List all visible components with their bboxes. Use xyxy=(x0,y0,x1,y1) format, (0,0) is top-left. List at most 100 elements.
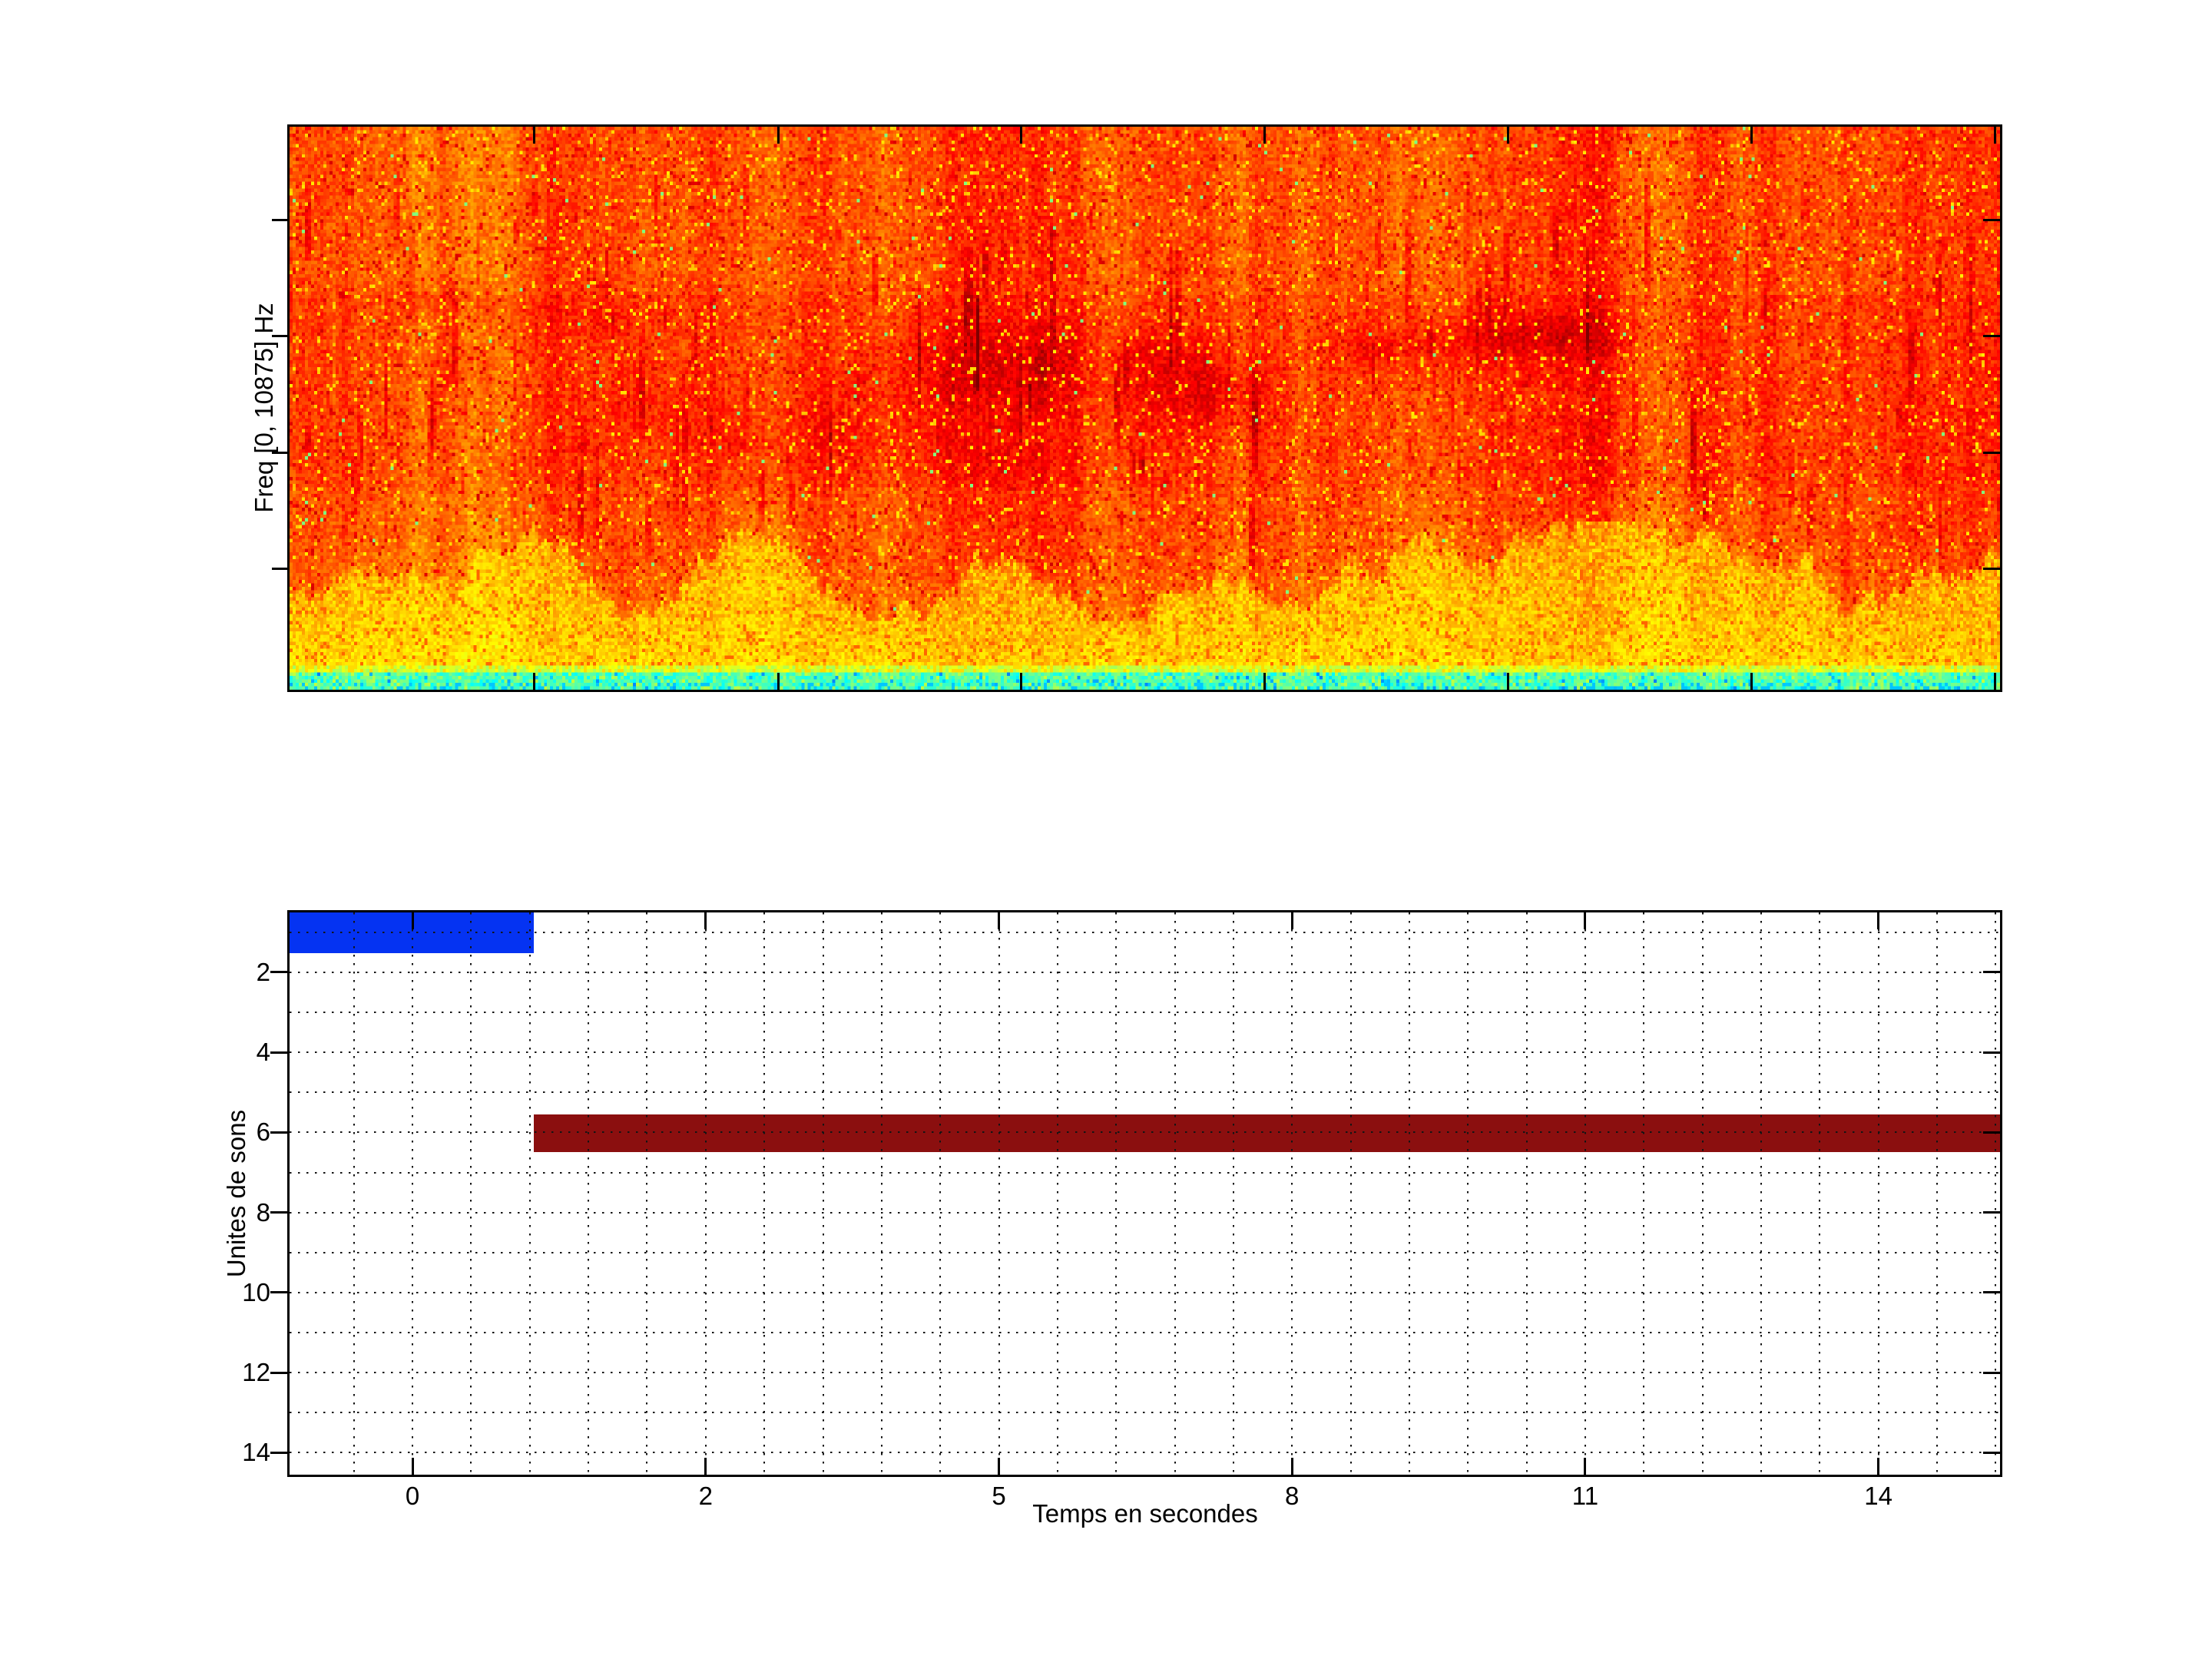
v-gridline xyxy=(1701,912,1704,1475)
spec-y-tick-right xyxy=(1983,219,2000,222)
spec-x-tick-top xyxy=(1263,127,1267,144)
spec-x-tick-bottom xyxy=(532,673,535,690)
x-tick-mark xyxy=(998,1458,1001,1475)
spectrogram-area xyxy=(272,127,2000,690)
x-tick-mark xyxy=(411,1458,414,1475)
timeline-xlabel: Temps en secondes xyxy=(1032,1499,1258,1528)
y-tick-mark-left xyxy=(270,1211,287,1214)
v-gridline xyxy=(1936,912,1939,1475)
spectrogram-plot xyxy=(272,124,2002,692)
y-tick-label: 14 xyxy=(242,1438,270,1467)
spec-y-tick-right xyxy=(1983,567,2000,570)
spec-y-tick-left xyxy=(272,567,289,570)
h-gridline xyxy=(290,1251,2000,1253)
spec-y-tick-left xyxy=(272,219,289,222)
v-gridline xyxy=(1819,912,1821,1475)
y-tick-mark-left xyxy=(270,971,287,974)
v-gridline xyxy=(1877,912,1879,1475)
h-gridline xyxy=(290,1171,2000,1174)
x-tick-label: 8 xyxy=(1285,1482,1300,1510)
x-tick-mark-top xyxy=(704,912,707,929)
y-tick-mark-right xyxy=(1983,971,2000,974)
v-gridline xyxy=(470,912,472,1475)
spec-x-tick-bottom xyxy=(1994,673,1997,690)
spec-x-tick-top xyxy=(1994,127,1997,144)
spec-y-tick-right xyxy=(1983,452,2000,455)
y-tick-label: 8 xyxy=(256,1197,270,1227)
h-gridline xyxy=(290,1051,2000,1054)
y-tick-mark-left xyxy=(270,1371,287,1374)
spec-x-tick-top xyxy=(777,127,780,144)
x-tick-mark-top xyxy=(411,912,414,929)
h-gridline xyxy=(290,931,2000,933)
h-gridline xyxy=(290,1372,2000,1374)
y-tick-mark-right xyxy=(1983,1451,2000,1454)
v-gridline xyxy=(704,912,707,1475)
h-gridline xyxy=(290,1211,2000,1214)
h-gridline xyxy=(290,971,2000,973)
x-tick-mark xyxy=(1290,1458,1293,1475)
h-gridline xyxy=(290,1012,2000,1014)
v-gridline xyxy=(1760,912,1763,1475)
h-gridline xyxy=(290,1131,2000,1134)
v-gridline xyxy=(1232,912,1234,1475)
h-gridline xyxy=(290,1091,2000,1094)
x-tick-mark-top xyxy=(1584,912,1587,929)
y-tick-mark-right xyxy=(1983,1291,2000,1294)
y-tick-mark-left xyxy=(270,1131,287,1134)
spec-x-tick-bottom xyxy=(1507,673,1510,690)
v-gridline xyxy=(1584,912,1586,1475)
y-tick-label: 4 xyxy=(256,1038,270,1067)
timeline-area xyxy=(270,912,2000,1475)
y-tick-mark-right xyxy=(1983,1371,2000,1374)
spec-x-tick-top xyxy=(1019,127,1022,144)
spec-y-tick-left xyxy=(272,335,289,338)
v-gridline xyxy=(1056,912,1058,1475)
sound-unit-6-bar xyxy=(534,1114,2000,1153)
v-gridline xyxy=(1174,912,1176,1475)
timeline-plot xyxy=(270,910,2002,1477)
x-tick-mark-top xyxy=(1290,912,1293,929)
y-tick-label: 10 xyxy=(242,1277,270,1306)
h-gridline xyxy=(290,1332,2000,1334)
h-gridline xyxy=(290,1412,2000,1414)
v-gridline xyxy=(1525,912,1528,1475)
x-tick-mark-top xyxy=(1877,912,1880,929)
y-tick-mark-left xyxy=(270,1291,287,1294)
v-gridline xyxy=(1643,912,1645,1475)
x-tick-label: 14 xyxy=(1864,1482,1893,1510)
v-gridline xyxy=(353,912,355,1475)
v-gridline xyxy=(822,912,824,1475)
v-gridline xyxy=(528,912,531,1475)
v-gridline xyxy=(1995,912,1997,1475)
y-tick-mark-left xyxy=(270,1451,287,1454)
spec-x-tick-bottom xyxy=(1750,673,1753,690)
v-gridline xyxy=(1349,912,1352,1475)
y-tick-mark-right xyxy=(1983,1131,2000,1134)
v-gridline xyxy=(1408,912,1410,1475)
x-tick-label: 2 xyxy=(698,1482,714,1510)
y-tick-mark-left xyxy=(270,1051,287,1054)
spec-x-tick-bottom xyxy=(1263,673,1267,690)
x-tick-mark xyxy=(1877,1458,1880,1475)
x-tick-mark xyxy=(704,1458,707,1475)
v-gridline xyxy=(998,912,1000,1475)
y-tick-mark-right xyxy=(1983,1051,2000,1054)
v-gridline xyxy=(1467,912,1469,1475)
spectrogram-image xyxy=(290,127,2000,690)
v-gridline xyxy=(939,912,942,1475)
x-tick-label: 5 xyxy=(992,1482,1006,1510)
v-gridline xyxy=(588,912,590,1475)
v-gridline xyxy=(880,912,882,1475)
v-gridline xyxy=(412,912,414,1475)
h-gridline xyxy=(290,1291,2000,1293)
y-tick-mark-right xyxy=(1983,1211,2000,1214)
spec-x-tick-bottom xyxy=(777,673,780,690)
x-tick-label: 11 xyxy=(1571,1482,1599,1510)
y-tick-label: 12 xyxy=(242,1358,270,1387)
spec-x-tick-top xyxy=(1507,127,1510,144)
v-gridline xyxy=(1291,912,1293,1475)
v-gridline xyxy=(646,912,648,1475)
h-gridline xyxy=(290,1452,2000,1454)
